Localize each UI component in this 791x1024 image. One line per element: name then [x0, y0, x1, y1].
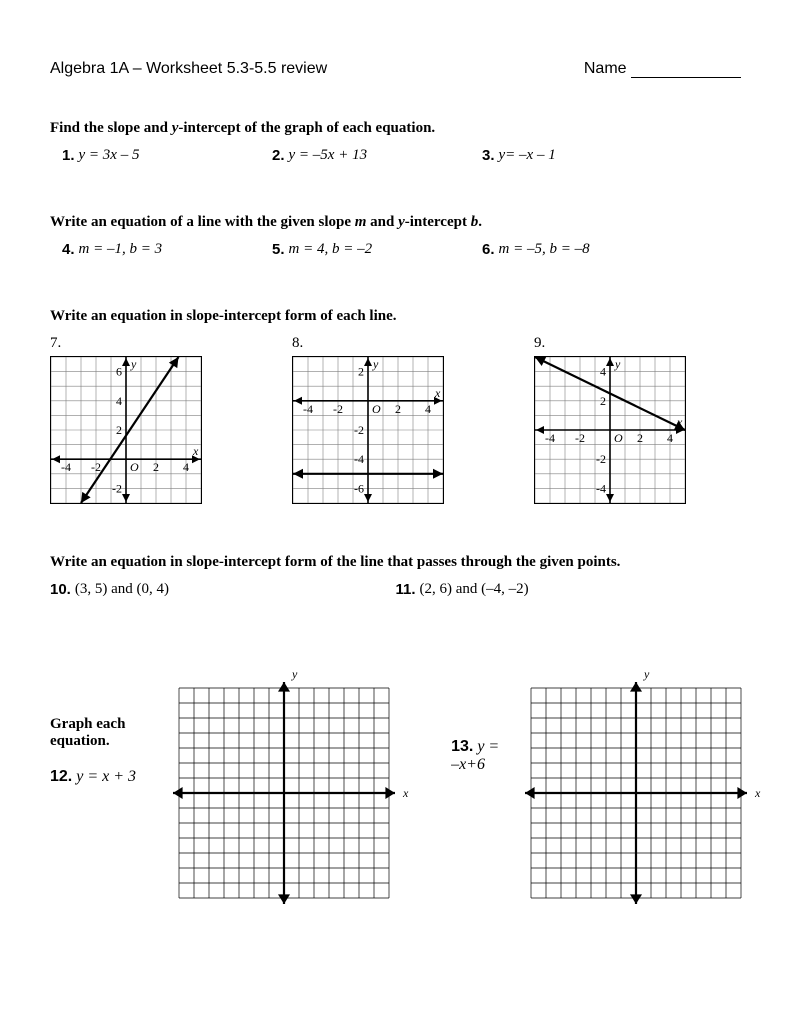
svg-text:x: x — [192, 444, 199, 458]
svg-text:y: y — [372, 357, 379, 371]
blank-grid-13: xy — [531, 688, 741, 898]
problem-3: 3. y= –x – 1 — [482, 147, 556, 164]
section2-problems: 4. m = –1, b = 3 5. m = 4, b = –2 6. m =… — [62, 241, 741, 258]
problem-11: 11. (2, 6) and (–4, –2) — [396, 581, 742, 598]
svg-text:-4: -4 — [545, 431, 555, 445]
graph-block-7: 7. -4-224-2246Oxy — [50, 335, 202, 504]
name-label-group: Name — [584, 60, 741, 78]
graph-block-9: 9. -4-224-4-224Oxy — [534, 335, 686, 504]
section5-left: Graph each equation. 12. y = x + 3 — [50, 688, 159, 786]
svg-text:O: O — [372, 402, 381, 416]
graph-8: -4-224-6-4-22Oxy — [292, 356, 444, 504]
svg-text:2: 2 — [600, 394, 606, 408]
svg-text:-4: -4 — [303, 402, 313, 416]
svg-text:4: 4 — [425, 402, 431, 416]
svg-text:-2: -2 — [354, 423, 364, 437]
section5-row: Graph each equation. 12. y = x + 3 xy 13… — [50, 688, 741, 898]
problem-13: 13. y = –x+6 — [451, 688, 511, 774]
svg-text:x: x — [434, 386, 441, 400]
svg-text:-6: -6 — [354, 481, 364, 495]
svg-text:y: y — [130, 357, 137, 371]
problem-12: 12. y = x + 3 — [50, 768, 159, 786]
svg-text:-4: -4 — [354, 452, 364, 466]
svg-text:y: y — [643, 667, 650, 681]
svg-text:2: 2 — [395, 402, 401, 416]
problem-1: 1. y = 3x – 5 — [62, 147, 272, 164]
problem-10: 10. (3, 5) and (0, 4) — [50, 581, 396, 598]
svg-text:4: 4 — [183, 460, 189, 474]
worksheet-title: Algebra 1A – Worksheet 5.3-5.5 review — [50, 60, 327, 78]
blank-grid-12: xy — [179, 688, 389, 898]
graph-7: -4 -2 2 4 -2 2 4 6 Ox y — [50, 356, 202, 504]
svg-text:-4: -4 — [61, 460, 71, 474]
svg-text:x: x — [402, 786, 409, 800]
problem-6: 6. m = –5, b = –8 — [482, 241, 590, 258]
problem-5: 5. m = 4, b = –2 — [272, 241, 482, 258]
graph-block-8: 8. -4-224-6-4-22Oxy — [292, 335, 444, 504]
section4-problems: 10. (3, 5) and (0, 4) 11. (2, 6) and (–4… — [50, 581, 741, 598]
svg-text:O: O — [130, 460, 139, 474]
svg-text:4: 4 — [600, 365, 606, 379]
svg-text:4: 4 — [667, 431, 673, 445]
problem-2: 2. y = –5x + 13 — [272, 147, 482, 164]
section2-heading: Write an equation of a line with the giv… — [50, 214, 741, 231]
graph-9: -4-224-4-224Oxy — [534, 356, 686, 504]
section3-heading: Write an equation in slope-intercept for… — [50, 308, 741, 325]
svg-text:6: 6 — [116, 365, 122, 379]
svg-text:2: 2 — [358, 365, 364, 379]
svg-text:y: y — [614, 357, 621, 371]
section1-heading: Find the slope and y-intercept of the gr… — [50, 120, 741, 137]
graph-row: 7. -4-224-2246Oxy 8. -4-224-6-4-22Oxy 9.… — [50, 335, 741, 504]
svg-text:-2: -2 — [596, 452, 606, 466]
svg-text:-2: -2 — [112, 481, 122, 495]
svg-text:x: x — [754, 786, 761, 800]
svg-text:2: 2 — [637, 431, 643, 445]
svg-text:2: 2 — [153, 460, 159, 474]
problem-4: 4. m = –1, b = 3 — [62, 241, 272, 258]
header-row: Algebra 1A – Worksheet 5.3-5.5 review Na… — [50, 60, 741, 78]
section5-heading: Graph each equation. — [50, 716, 159, 750]
name-blank-line[interactable] — [631, 63, 741, 78]
svg-text:y: y — [291, 667, 298, 681]
svg-text:-2: -2 — [91, 460, 101, 474]
svg-text:-2: -2 — [333, 402, 343, 416]
svg-text:-4: -4 — [596, 481, 606, 495]
section1-problems: 1. y = 3x – 5 2. y = –5x + 13 3. y= –x –… — [62, 147, 741, 164]
svg-text:O: O — [614, 431, 623, 445]
svg-text:4: 4 — [116, 394, 122, 408]
svg-text:2: 2 — [116, 423, 122, 437]
section4-heading: Write an equation in slope-intercept for… — [50, 554, 741, 571]
svg-text:-2: -2 — [575, 431, 585, 445]
